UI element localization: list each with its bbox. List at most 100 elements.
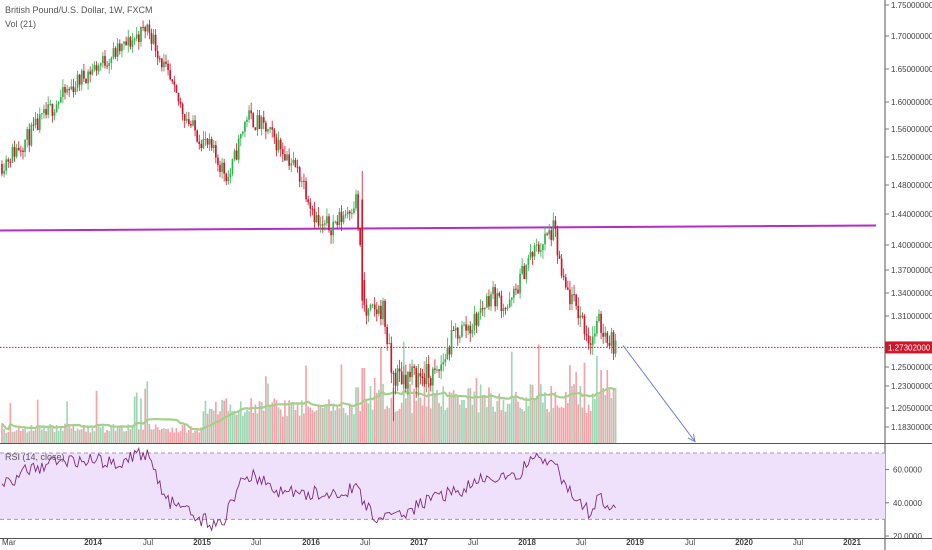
volume-bar xyxy=(400,402,403,443)
candle-body xyxy=(355,194,357,209)
volume-bar xyxy=(529,384,532,443)
volume-bar xyxy=(254,404,257,443)
volume-bar xyxy=(198,432,201,443)
volume-bar xyxy=(502,399,505,443)
volume-bar xyxy=(467,388,469,443)
candle-body xyxy=(319,224,322,226)
volume-bar xyxy=(540,384,542,443)
volume-bar xyxy=(355,387,357,443)
volume-bar xyxy=(311,410,314,443)
time-tick-label-12: Jul xyxy=(685,538,695,547)
candle-body xyxy=(525,264,528,280)
volume-bar xyxy=(239,401,242,443)
volume-bar xyxy=(275,400,278,443)
candle-body xyxy=(542,244,544,251)
candle-body xyxy=(66,89,68,93)
current-price-tag xyxy=(885,341,932,354)
volume-bar xyxy=(277,407,280,443)
volume-bar xyxy=(233,410,236,443)
candle-body xyxy=(521,265,523,274)
candle-body xyxy=(3,170,5,174)
volume-bar xyxy=(326,406,328,443)
candle-body xyxy=(267,129,269,132)
candle-body xyxy=(429,378,432,386)
volume-bar xyxy=(296,404,299,443)
volume-bar xyxy=(388,408,391,443)
candle-body xyxy=(405,374,407,389)
candle-body xyxy=(398,368,401,372)
candle-body xyxy=(76,74,79,88)
volume-bar xyxy=(321,407,324,443)
candle-body xyxy=(328,216,330,231)
volume-bar xyxy=(429,408,432,443)
volume-bar xyxy=(183,423,186,443)
candle-body xyxy=(494,287,496,307)
candle-body xyxy=(256,115,259,130)
candle-body xyxy=(371,304,374,306)
volume-bar xyxy=(288,400,290,443)
volume-bar xyxy=(95,390,98,443)
time-tick-label-1: 2014 xyxy=(84,538,102,547)
volume-bar xyxy=(53,431,56,443)
candle-body xyxy=(336,221,339,226)
candle-body xyxy=(361,199,364,301)
candle-body xyxy=(110,57,113,63)
candle-body xyxy=(554,220,557,229)
candle-body xyxy=(156,51,159,59)
candle-body xyxy=(450,329,453,355)
price-tick-label-3: 1.60000000 xyxy=(891,98,932,107)
candle-body xyxy=(510,297,513,300)
price-tick-label-5: 1.52000000 xyxy=(891,153,932,162)
volume-bar xyxy=(573,384,575,443)
volume-bar xyxy=(135,392,138,443)
volume-bar xyxy=(152,429,155,443)
volume-bar xyxy=(537,344,540,443)
volume-bar xyxy=(45,431,47,443)
volume-bar xyxy=(548,412,550,443)
volume-bar xyxy=(292,402,295,443)
volume-bar xyxy=(436,389,438,443)
volume-bar xyxy=(579,386,582,443)
volume-bar xyxy=(614,387,617,443)
volume-bar xyxy=(465,407,467,443)
candle-body xyxy=(608,342,611,346)
volume-bar xyxy=(5,432,8,443)
volume-bar xyxy=(161,428,163,443)
price-tick-label-6: 1.48000000 xyxy=(891,181,932,190)
price-tick-label-14: 1.20500000 xyxy=(891,404,932,413)
volume-bar xyxy=(606,369,609,443)
candle-body xyxy=(142,26,144,28)
volume-bar xyxy=(483,395,486,443)
candle-body xyxy=(219,164,221,172)
candle-body xyxy=(311,208,314,210)
volume-bar xyxy=(110,426,113,443)
candle-body xyxy=(175,84,178,93)
volume-bar xyxy=(608,389,611,443)
volume-bar xyxy=(405,398,407,443)
volume-bar xyxy=(1,423,3,443)
candle-body xyxy=(41,113,43,115)
volume-bar xyxy=(612,387,615,443)
candle-body xyxy=(591,336,594,345)
candle-body xyxy=(463,324,465,326)
candle-body xyxy=(64,87,66,93)
volume-bar xyxy=(488,387,490,443)
candle-body xyxy=(177,92,180,102)
candle-body xyxy=(527,258,530,265)
candle-body xyxy=(392,372,395,374)
volume-bar xyxy=(475,378,478,443)
time-tick-label-15: 2021 xyxy=(843,538,861,547)
candle-body xyxy=(357,194,359,229)
volume-bar xyxy=(473,391,476,443)
candle-body xyxy=(388,343,391,345)
time-tick-label-14: Jul xyxy=(793,538,803,547)
candle-body xyxy=(315,215,318,223)
volume-bar xyxy=(212,410,215,443)
candle-body xyxy=(382,300,384,320)
candle-body xyxy=(330,230,332,236)
volume-bar xyxy=(127,424,130,443)
volume-bar xyxy=(271,402,274,443)
candle-body xyxy=(252,113,255,128)
volume-bar xyxy=(70,428,73,443)
